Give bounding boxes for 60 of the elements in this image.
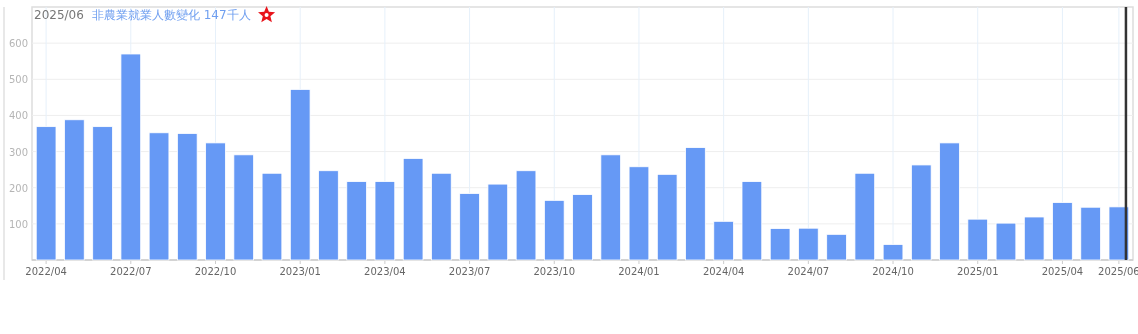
bar: [1108, 206, 1130, 261]
bar: [967, 218, 989, 261]
bar: [656, 173, 678, 261]
bar: [289, 89, 311, 261]
x-tick-label: 2024/04: [702, 266, 745, 277]
bar: [769, 228, 791, 261]
bar: [826, 233, 847, 261]
bar: [402, 158, 424, 261]
bar: [1052, 202, 1073, 261]
bar: [939, 142, 960, 261]
y-tick-label: 300: [8, 146, 28, 158]
x-tick-label: 2023/07: [448, 266, 491, 277]
chart-subtitle: 非農業就業人數變化 147千人: [91, 8, 251, 22]
bar: [685, 147, 706, 261]
bar: [798, 227, 819, 261]
bar: [628, 166, 650, 261]
x-tick-label: 2024/10: [872, 266, 914, 277]
bar: [995, 222, 1017, 261]
bar: [1023, 216, 1045, 261]
y-tick-label: 200: [8, 182, 28, 194]
bar: [431, 172, 452, 261]
bar: [459, 193, 480, 261]
bar: [35, 126, 57, 261]
y-tick-label: 600: [8, 38, 28, 50]
bar: [120, 53, 142, 261]
y-tick-label: 500: [8, 74, 28, 86]
bar: [741, 181, 763, 261]
bar: [515, 170, 537, 261]
bar: [543, 199, 565, 261]
x-tick-label: 2025/01: [956, 266, 999, 277]
x-tick-label: 2023/01: [279, 266, 321, 277]
bar: [64, 119, 85, 261]
bar: [318, 170, 339, 261]
x-tick-label: 2024/07: [787, 266, 830, 277]
bar: [910, 164, 932, 261]
bar: [346, 181, 367, 261]
bar: [374, 181, 396, 261]
chart-title: 2025/06: [34, 8, 84, 22]
bar: [233, 154, 255, 261]
bar: [572, 194, 593, 261]
y-tick-label: 400: [8, 110, 28, 122]
x-tick-label: 2022/10: [194, 266, 237, 277]
bar: [487, 183, 509, 261]
x-tick-label: 2023/04: [364, 266, 406, 277]
bar: [148, 132, 170, 261]
bar: [1080, 206, 1101, 261]
x-tick-label: 2023/10: [533, 266, 576, 277]
bar: [261, 172, 283, 261]
x-tick-label: 2022/07: [110, 266, 152, 277]
bar: [600, 154, 622, 261]
bar: [713, 220, 734, 261]
x-tick-label: 2025/04: [1041, 266, 1084, 277]
bar: [92, 126, 113, 261]
bar: [205, 142, 226, 261]
bar: [882, 244, 904, 261]
x-tick-label: 2022/04: [25, 266, 67, 277]
bar: [854, 172, 876, 261]
bar: [176, 133, 198, 261]
y-tick-label: 100: [8, 218, 28, 230]
x-tick-label: 2024/01: [618, 266, 660, 277]
